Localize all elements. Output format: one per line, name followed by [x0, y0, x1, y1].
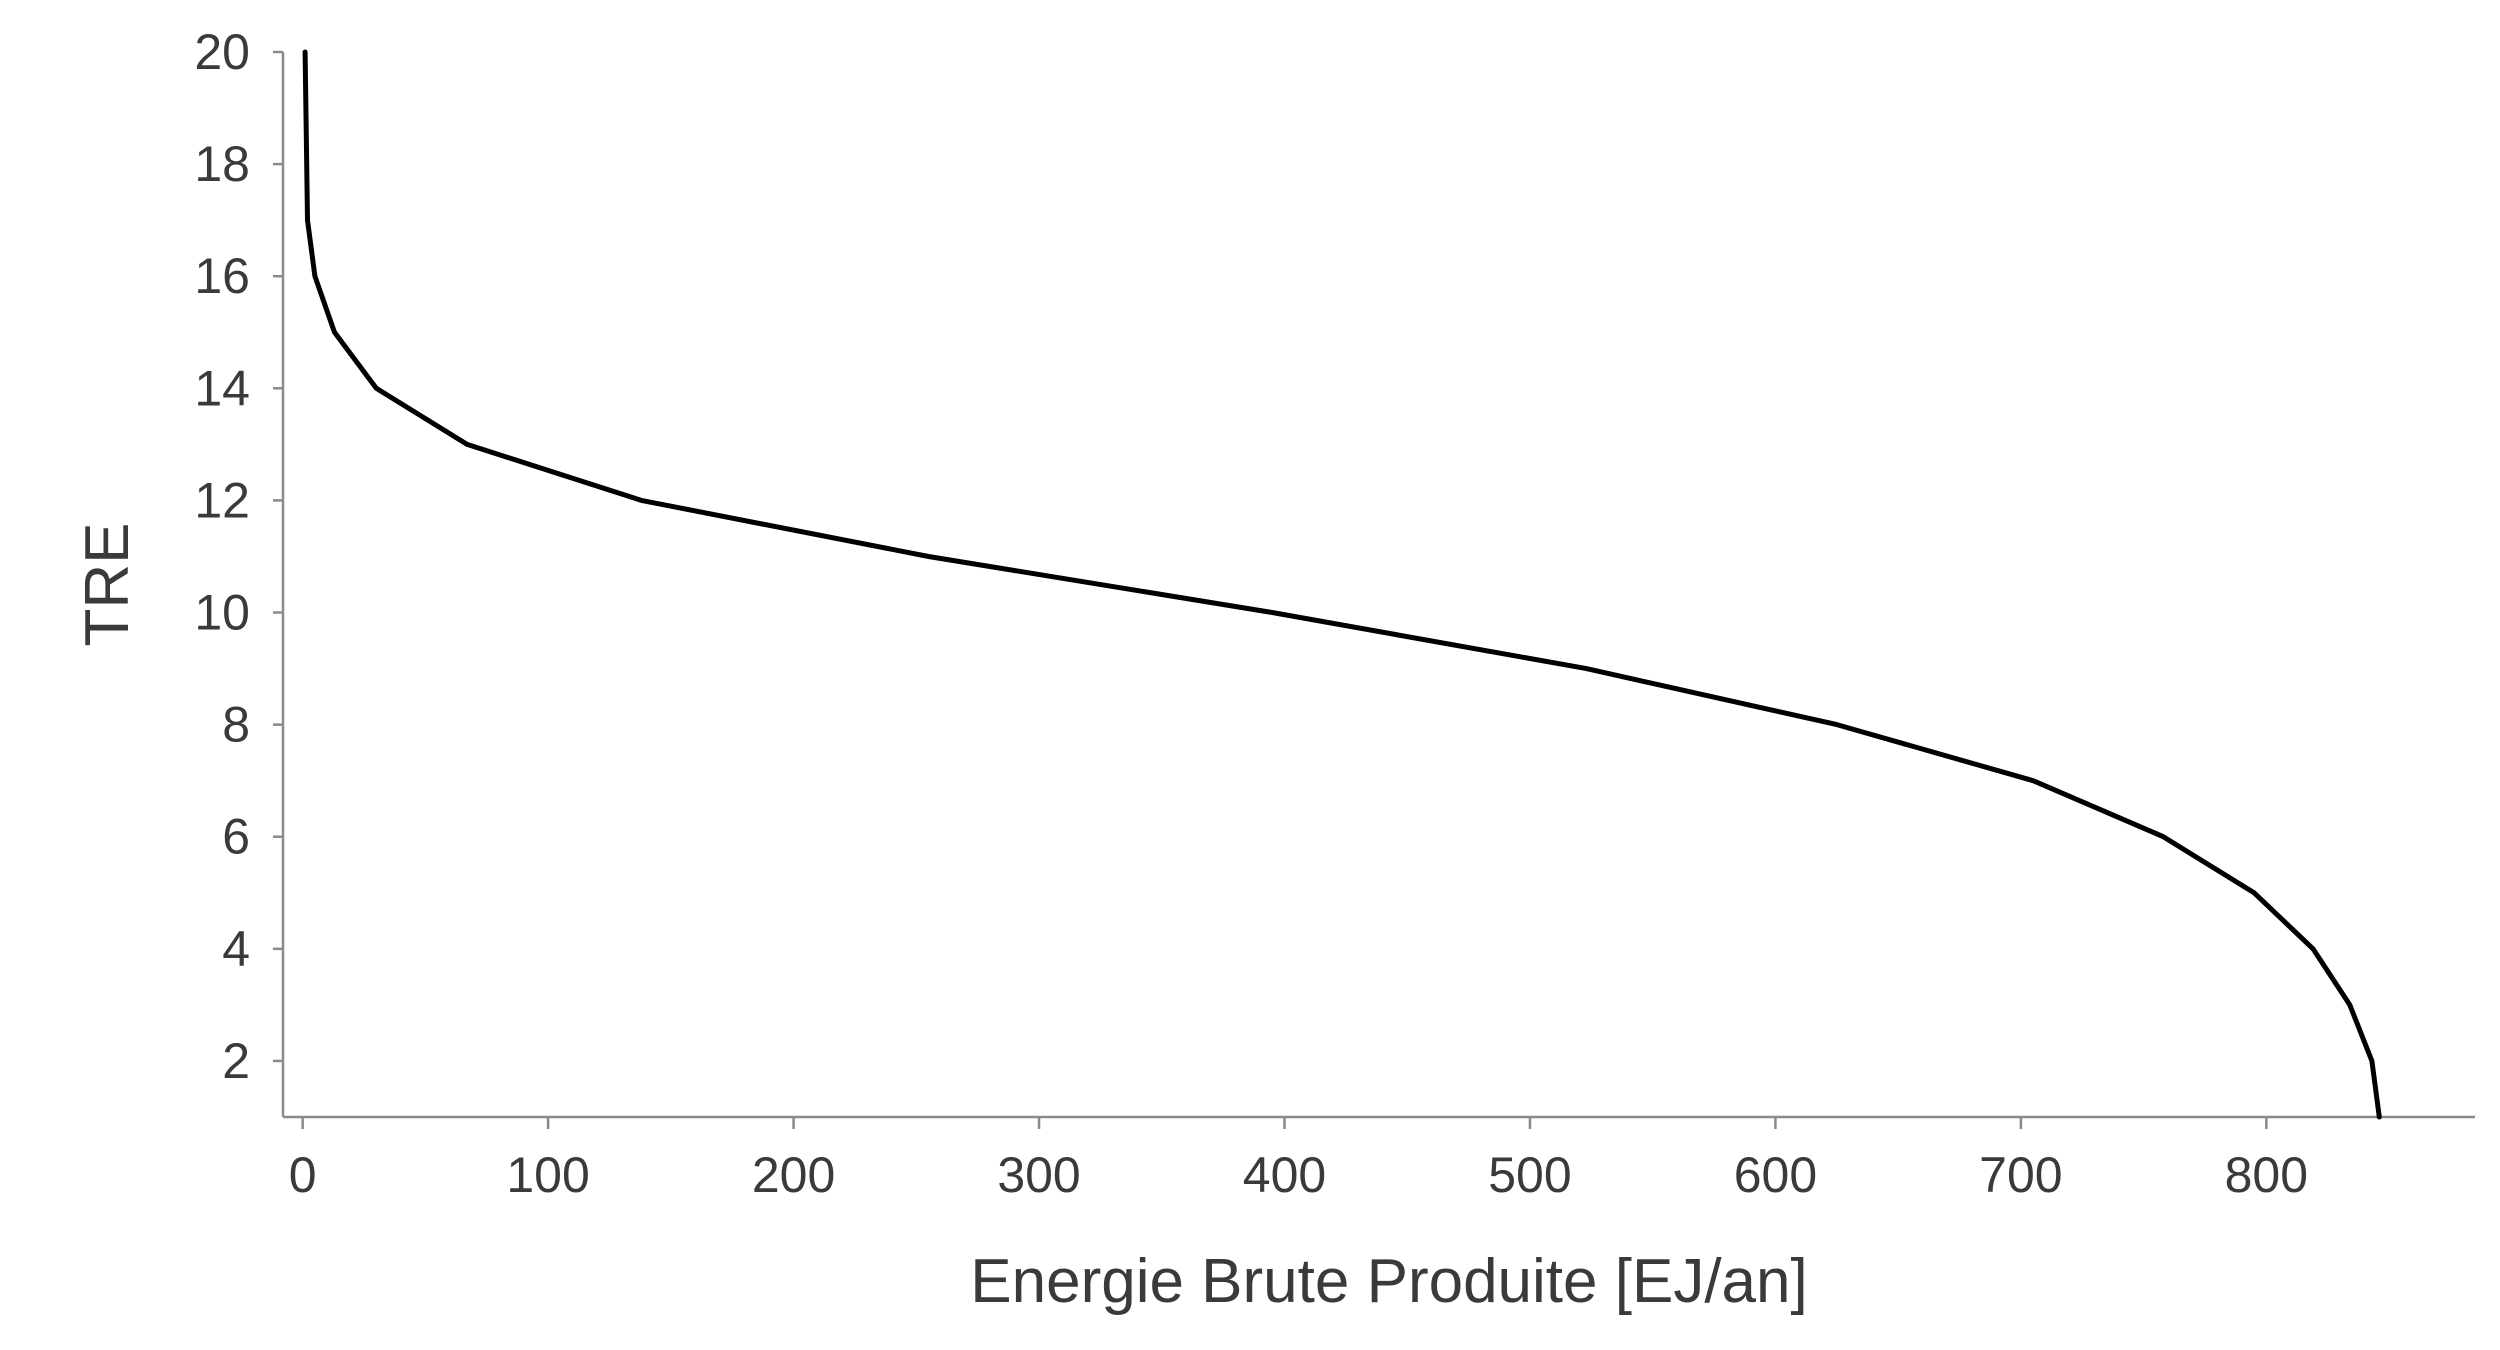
y-tick-label: 8	[222, 697, 250, 753]
y-tick-label: 6	[222, 809, 250, 865]
y-tick-label: 16	[194, 248, 250, 304]
y-tick-label: 12	[194, 472, 250, 528]
x-axis-title: Energie Brute Produite [EJ/an]	[970, 1247, 1807, 1316]
y-tick-label: 14	[194, 360, 250, 416]
x-axis-ticks: 0 100 200 300 400 500 600 700 800	[289, 1117, 2308, 1203]
series-line	[302, 49, 2382, 1120]
x-tick-label: 300	[997, 1147, 1080, 1203]
y-tick-label: 2	[222, 1033, 250, 1089]
series-layer	[302, 49, 2382, 1120]
x-tick-label: 200	[752, 1147, 835, 1203]
x-tick-label: 800	[2225, 1147, 2308, 1203]
y-tick-label: 20	[194, 24, 250, 80]
y-tick-label: 10	[194, 585, 250, 641]
x-tick-label: 0	[289, 1147, 317, 1203]
y-axis-ticks: 2 4 6 8 10 12 14 16 18 20	[194, 24, 283, 1089]
x-tick-label: 700	[1979, 1147, 2062, 1203]
x-tick-label: 100	[506, 1147, 589, 1203]
y-axis-title: TRE	[73, 523, 142, 647]
x-tick-label: 400	[1243, 1147, 1326, 1203]
x-tick-label: 500	[1488, 1147, 1571, 1203]
y-tick-label: 4	[222, 921, 250, 977]
x-tick-label: 600	[1734, 1147, 1817, 1203]
y-tick-label: 18	[194, 136, 250, 192]
